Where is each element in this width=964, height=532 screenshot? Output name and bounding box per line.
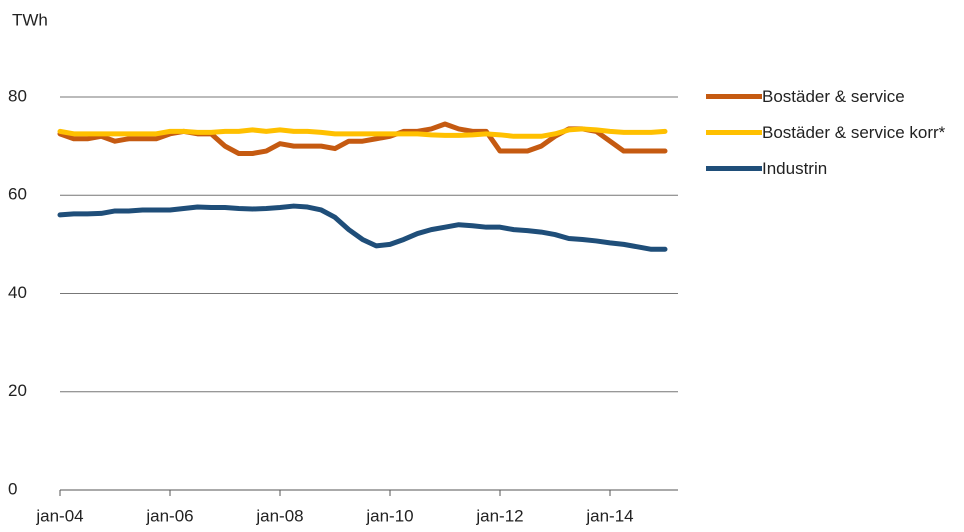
y-tick-label: 0	[8, 479, 17, 498]
legend-label: Bostäder & service korr*	[762, 123, 946, 142]
legend-swatch	[706, 166, 762, 171]
y-axis-title: TWh	[12, 10, 48, 29]
legend-swatch	[706, 94, 762, 99]
legend-item: Bostäder & service	[706, 86, 964, 108]
legend-label: Bostäder & service	[762, 87, 905, 106]
legend-item: Bostäder & service korr*	[706, 122, 964, 144]
legend-item: Industrin	[706, 158, 964, 180]
legend-swatch	[706, 130, 762, 135]
y-tick-label: 40	[8, 283, 27, 302]
x-tick-label: jan-10	[365, 506, 413, 525]
y-tick-label: 80	[8, 86, 27, 105]
legend: Bostäder & service Bostäder & service kor…	[706, 86, 964, 194]
series-line	[57, 126, 668, 139]
series-line	[57, 203, 668, 252]
y-tick-label: 60	[8, 185, 27, 204]
x-tick-label: jan-12	[475, 506, 523, 525]
x-tick-label: jan-14	[585, 506, 633, 525]
x-tick-label: jan-04	[35, 506, 83, 525]
y-tick-label: 20	[8, 381, 27, 400]
x-tick-label: jan-08	[255, 506, 303, 525]
legend-label: Industrin	[762, 159, 828, 178]
x-tick-label: jan-06	[145, 506, 193, 525]
